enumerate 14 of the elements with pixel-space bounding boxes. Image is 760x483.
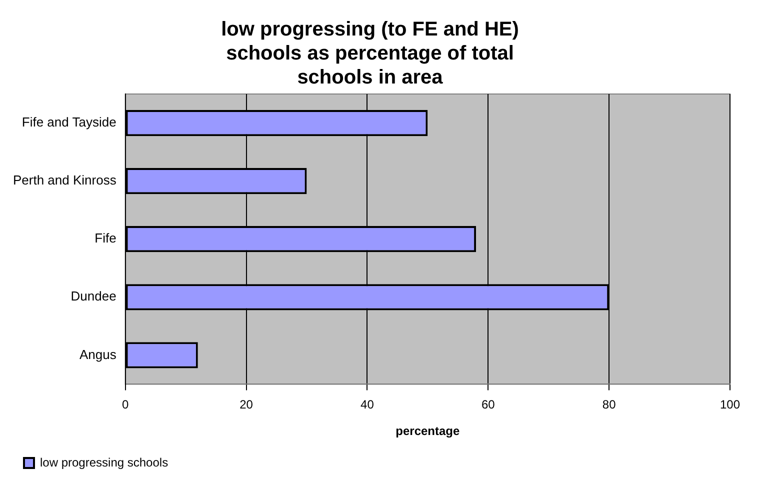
- y-tick-label: Fife and Tayside: [22, 114, 116, 130]
- y-tick-label: Dundee: [70, 288, 116, 304]
- y-tick-label: Fife: [94, 230, 116, 246]
- y-tick-label: Perth and Kinross: [12, 172, 117, 188]
- chart-title: low progressing (to FE and HE) schools as percentage of total schools in area: [221, 18, 519, 89]
- x-tick-label: 60: [481, 398, 496, 412]
- x-tick-label: 20: [240, 398, 254, 412]
- x-tick-label: 0: [122, 398, 129, 412]
- x-axis-title: percentage: [396, 424, 460, 438]
- x-tick-label: 80: [602, 398, 616, 412]
- legend-label: low progressing schools: [40, 455, 168, 470]
- x-tick-label: 40: [360, 398, 374, 412]
- y-tick-label: Angus: [79, 346, 117, 362]
- x-tick-label: 100: [720, 398, 740, 412]
